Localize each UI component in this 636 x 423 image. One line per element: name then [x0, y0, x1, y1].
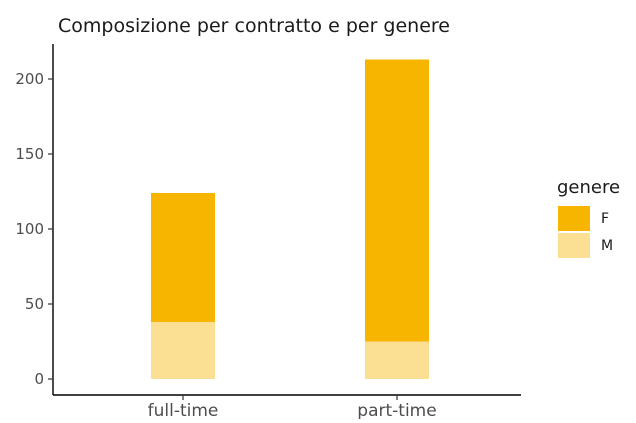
legend: genere FM: [557, 177, 620, 258]
x-category-label-full-time: full-time: [148, 401, 219, 419]
legend-title: genere: [557, 177, 620, 198]
y-tick-label-150: 150: [15, 145, 44, 163]
bar-full-time-F: [151, 193, 215, 322]
chart-title: Composizione per contratto e per genere: [58, 15, 450, 37]
bar-full-time-M: [151, 322, 215, 379]
legend-items: FM: [558, 206, 613, 258]
bars-layer: [151, 59, 429, 379]
legend-key-F: [558, 206, 590, 231]
y-tick-label-200: 200: [15, 70, 44, 88]
legend-label-M: M: [601, 238, 613, 254]
x-category-label-part-time: part-time: [357, 401, 436, 419]
bar-part-time-M: [365, 341, 429, 379]
x-category-labels: full-time part-time: [148, 395, 437, 421]
y-tick-label-0: 0: [34, 370, 44, 388]
y-tick-label-100: 100: [15, 220, 44, 238]
legend-key-M: [558, 233, 590, 258]
y-ticks: 0 50 100 150 200: [15, 70, 53, 388]
bar-part-time-F: [365, 59, 429, 342]
y-tick-label-50: 50: [25, 295, 44, 313]
legend-label-F: F: [601, 211, 609, 227]
